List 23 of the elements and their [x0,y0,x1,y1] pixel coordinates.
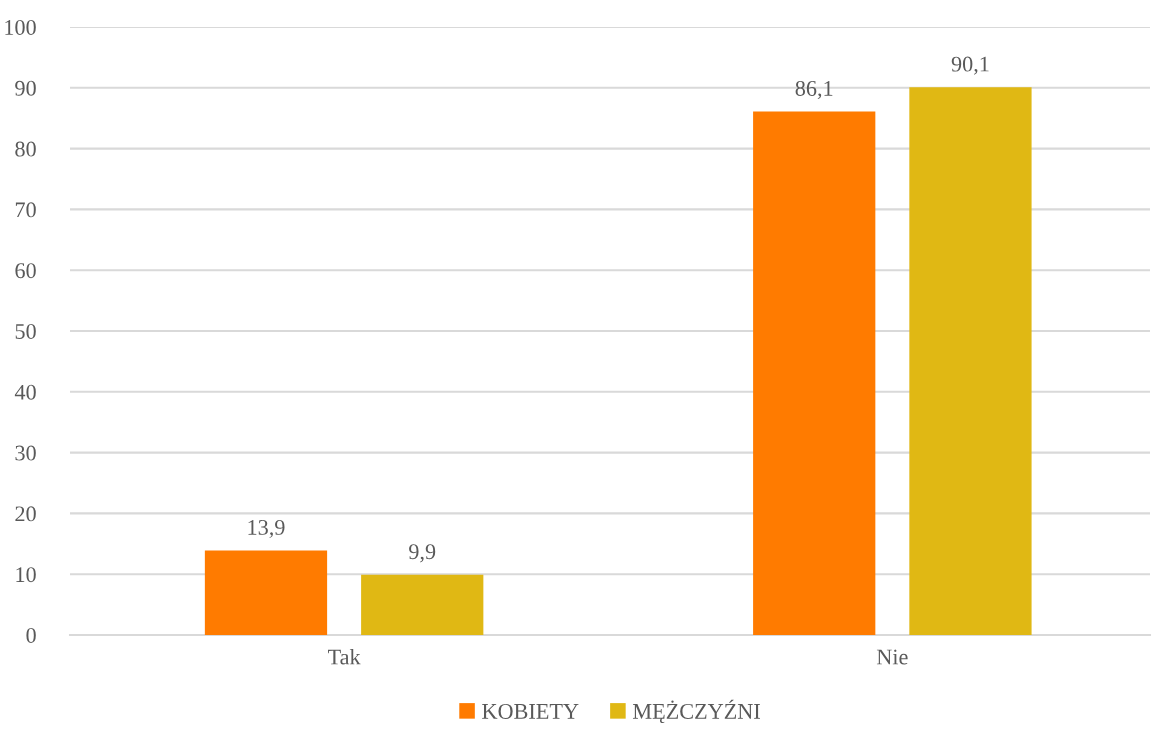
y-tick-label: 80 [15,141,36,157]
bar [204,550,328,635]
y-tick-label: 0 [26,627,36,643]
legend-label: MĘŻCZYŹNI [632,699,760,724]
y-tick-label: 60 [15,263,36,279]
y-tick-label: 20 [15,506,36,522]
y-tick-label: 90 [15,80,36,96]
x-tick-label: Tak [328,648,361,665]
y-tick-label: 70 [15,202,36,218]
y-tick-label: 50 [15,323,36,339]
data-label: 13,9 [248,519,285,539]
bar [909,87,1032,635]
y-tick-label: 100 [5,19,36,35]
legend-label: KOBIETY [482,703,579,719]
y-tick-label: 40 [14,384,36,400]
bar [361,574,484,635]
data-label: 90,1 [951,56,989,75]
bar [753,111,876,635]
data-label: 9,9 [409,544,436,563]
data-label: 86,1 [795,80,833,100]
y-tick-label: 10 [16,567,36,583]
y-tick-label: 30 [15,445,36,461]
x-tick-label: Nie [876,649,908,665]
